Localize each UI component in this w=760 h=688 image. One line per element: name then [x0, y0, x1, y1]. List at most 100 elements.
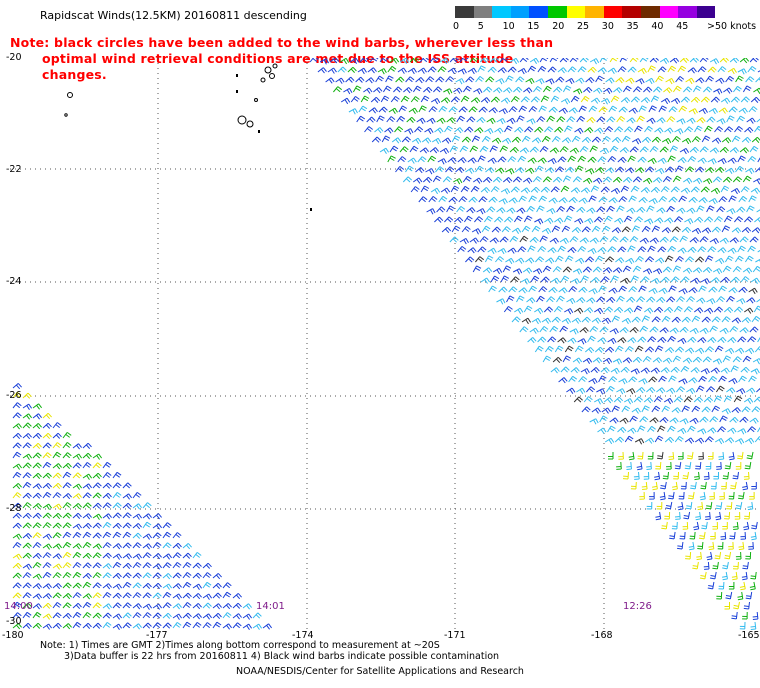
wind-barb: [369, 58, 379, 63]
wind-barb: [676, 296, 686, 303]
wind-barb: [705, 75, 714, 83]
wind-barb: [413, 177, 423, 184]
wind-barb: [728, 582, 735, 590]
wind-barb: [669, 236, 679, 243]
wind-barb: [12, 612, 22, 619]
wind-barb: [729, 531, 736, 540]
wind-barb: [641, 136, 652, 143]
wind-barb: [652, 177, 663, 184]
wind-barb: [657, 336, 667, 344]
wind-barb: [735, 462, 742, 470]
wind-barb: [668, 491, 675, 500]
wind-barb: [622, 471, 629, 480]
wind-barb: [593, 87, 603, 94]
wind-barb: [72, 512, 82, 519]
wind-barb: [718, 196, 728, 203]
wind-barb: [657, 66, 667, 73]
wind-barb: [558, 107, 568, 114]
wind-barb: [589, 237, 599, 244]
wind-barb: [558, 377, 568, 384]
colorbar-label: 25: [577, 21, 590, 32]
wind-barb: [152, 523, 162, 530]
colorbar-swatch: [678, 6, 697, 18]
lon-tick-label: -165: [738, 630, 760, 641]
wind-barb: [426, 117, 436, 124]
wind-barb: [680, 365, 690, 373]
wind-barb: [730, 187, 741, 195]
wind-barb: [460, 185, 470, 193]
wind-barb: [52, 422, 62, 429]
wind-barb: [596, 206, 606, 213]
lon-tick-label: -174: [292, 630, 314, 641]
wind-barb: [142, 572, 152, 579]
wind-barb: [631, 316, 641, 323]
wind-barb: [420, 185, 430, 193]
wind-barb: [644, 307, 654, 314]
colorbar-label: 45: [676, 21, 689, 32]
wind-barb: [566, 116, 576, 123]
wind-barb: [725, 347, 735, 355]
colorbar-label: 30: [601, 21, 614, 32]
wind-barb: [639, 237, 649, 244]
wind-barb: [262, 623, 273, 630]
wind-barb: [709, 58, 720, 65]
wind-barb: [422, 176, 433, 183]
wind-barb: [539, 326, 549, 333]
wind-barb: [92, 602, 102, 609]
wind-barb: [505, 75, 514, 83]
wind-barb: [524, 126, 534, 133]
wind-barb: [550, 186, 560, 193]
wind-barb: [355, 76, 365, 83]
wind-barb: [661, 227, 672, 234]
wind-barb: [582, 266, 592, 273]
wind-barb: [474, 127, 484, 134]
wind-barb: [622, 357, 633, 364]
wind-barb: [666, 387, 676, 394]
wind-barb: [706, 551, 713, 561]
wind-barb: [722, 571, 728, 581]
wind-barb: [624, 345, 634, 353]
wind-barb: [747, 501, 754, 511]
wind-barb: [637, 336, 647, 343]
wind-barb: [172, 593, 183, 600]
wind-barb: [641, 315, 651, 323]
wind-barb: [664, 511, 671, 520]
wind-barb: [718, 451, 725, 460]
wind-barb: [636, 206, 646, 213]
wind-barb: [610, 367, 620, 375]
wind-barb: [463, 215, 473, 223]
wind-barb: [417, 67, 427, 74]
wind-barb: [518, 195, 527, 203]
wind-barb: [122, 512, 132, 519]
wind-barb: [635, 255, 644, 263]
wind-barb: [708, 541, 715, 551]
wind-barb: [647, 245, 656, 253]
wind-barb: [534, 345, 544, 353]
wind-barb: [22, 592, 32, 599]
wind-barb: [92, 482, 102, 489]
wind-barb: [710, 277, 720, 284]
wind-barb: [32, 452, 42, 459]
island-outline: [264, 66, 272, 74]
wind-barb: [62, 471, 72, 479]
wind-barb: [402, 176, 413, 183]
wind-barb: [619, 147, 629, 154]
wind-barb: [613, 396, 624, 403]
wind-barb: [703, 561, 710, 570]
wind-barb: [496, 117, 506, 125]
wind-barb: [588, 195, 597, 203]
wind-barb: [583, 177, 593, 184]
wind-barb: [628, 195, 637, 203]
wind-barb: [132, 582, 142, 589]
wind-barb: [689, 58, 699, 63]
wind-barb: [345, 76, 355, 83]
wind-barb: [492, 176, 503, 183]
wind-barb: [430, 97, 441, 105]
wind-barb: [693, 177, 703, 185]
wind-barb: [618, 451, 624, 460]
wind-barb: [470, 185, 480, 193]
wind-barb: [743, 471, 750, 480]
wind-barb: [719, 237, 729, 244]
wind-barb: [557, 245, 566, 253]
wind-barb: [182, 612, 192, 619]
